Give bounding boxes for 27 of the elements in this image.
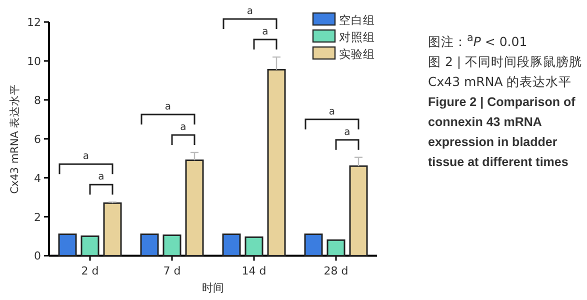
y-axis-title: Cx43 mRNA 表达水平 xyxy=(8,84,21,194)
y-tick-label: 6 xyxy=(34,132,41,146)
y-tick-label: 10 xyxy=(27,54,41,68)
annotation: a xyxy=(164,101,172,112)
annotation: a xyxy=(180,122,186,133)
x-tick-label: 7 d xyxy=(163,264,181,278)
annotation: a xyxy=(344,126,350,138)
legend-label: 实验组 xyxy=(339,47,375,61)
x-tick-label: 2 d xyxy=(81,264,99,278)
y-tick-label: 0 xyxy=(34,250,41,263)
annotation: a xyxy=(98,172,104,183)
x-tick-label: 28 d xyxy=(324,264,348,278)
annotation: a xyxy=(328,106,336,118)
y-tick-label: 2 xyxy=(34,210,41,224)
caption: 图 2 | 不同时间段豚鼠膀胱 Cx43 mRNA 的表达水平 xyxy=(428,53,584,92)
annotation: a xyxy=(262,26,268,38)
text: a xyxy=(246,6,254,18)
caption: Figure 2 | Comparison of connexin 43 mRNA expression in bladder tissue at different times xyxy=(428,94,576,172)
y-tick-label: 12 xyxy=(27,16,41,29)
text: 图注：$^{a}$P < 0.01 xyxy=(428,31,528,52)
legend-label: 对照组 xyxy=(339,30,375,44)
x-tick-label: 14 d xyxy=(242,264,266,278)
y-tick-label: 4 xyxy=(34,172,41,185)
x-axis-title: 时间 xyxy=(202,282,224,295)
annotation: a xyxy=(82,151,90,162)
legend-label: 空白组 xyxy=(339,13,375,27)
y-tick-label: 8 xyxy=(34,94,41,107)
